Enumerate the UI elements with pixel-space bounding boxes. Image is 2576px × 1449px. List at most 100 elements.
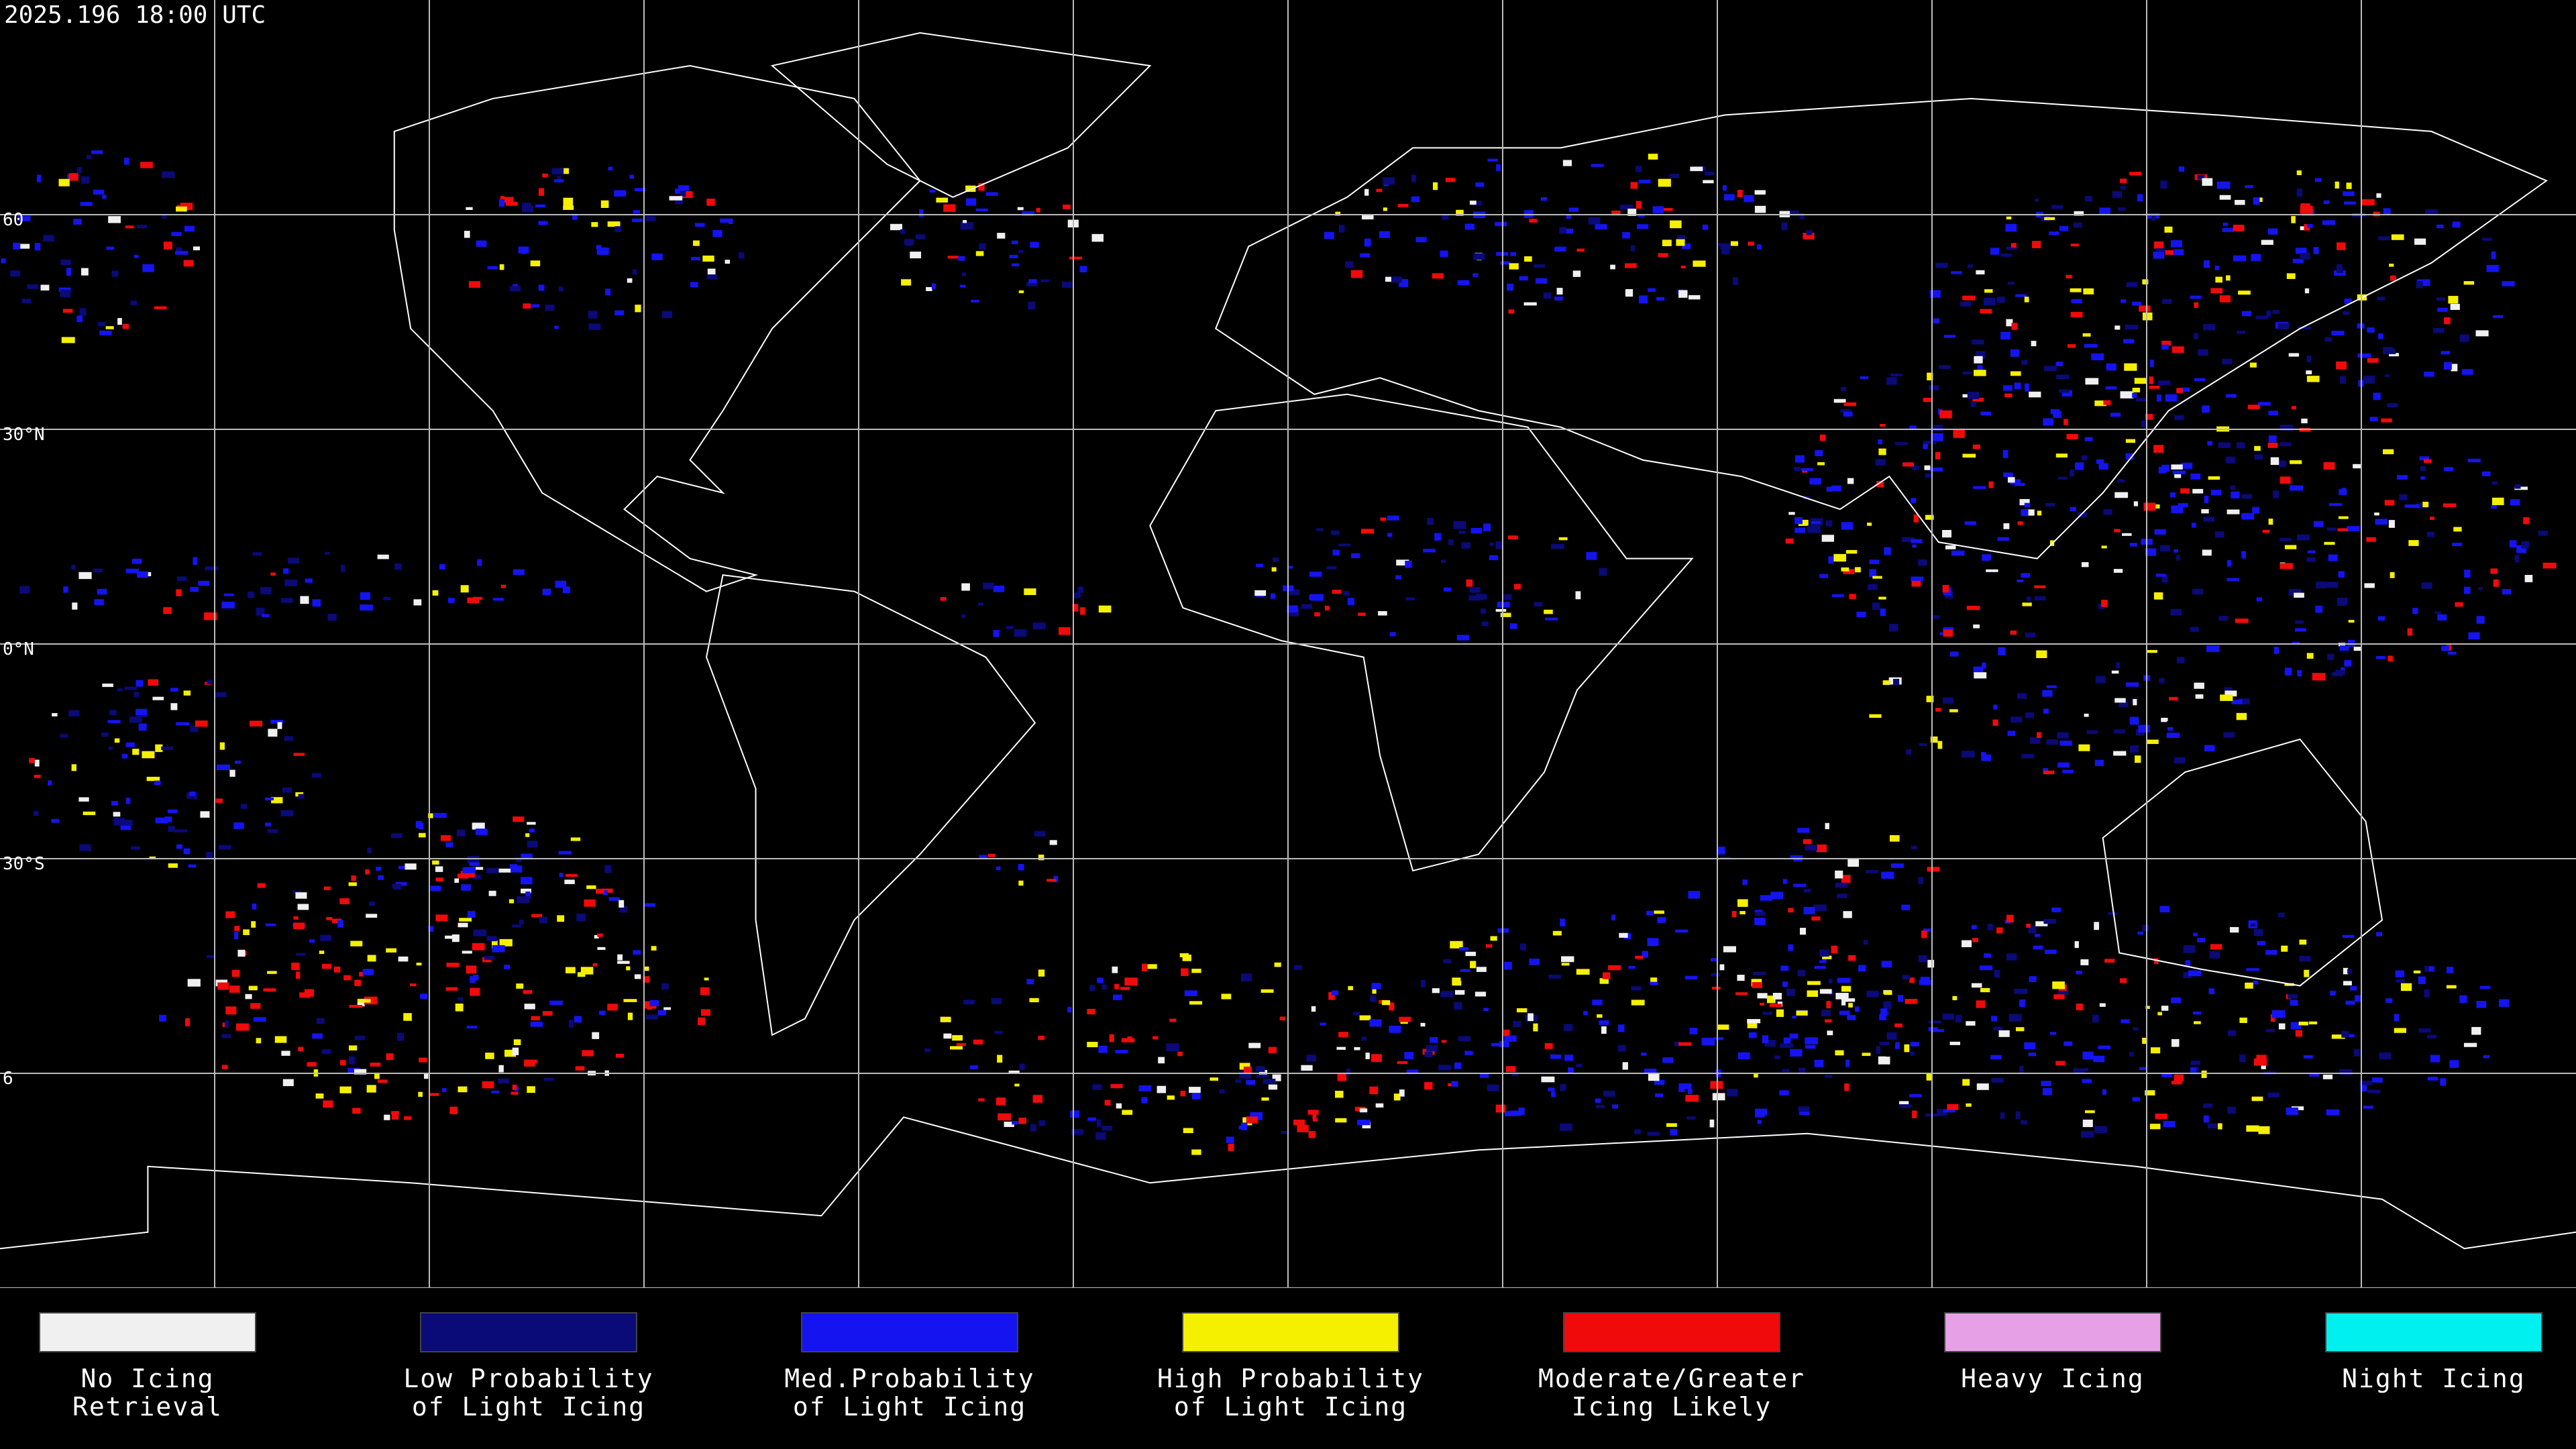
icing-pixel (1500, 612, 1511, 617)
icing-pixel (2347, 526, 2360, 531)
icing-pixel (669, 196, 683, 201)
icing-pixel (1338, 543, 1350, 547)
icing-pixel (2114, 529, 2121, 533)
icing-pixel (429, 1093, 439, 1096)
icing-pixel (2459, 995, 2467, 1004)
icing-pixel (2353, 647, 2361, 651)
icing-pixel (2070, 288, 2082, 292)
icing-pixel (1464, 223, 1474, 230)
icing-pixel (2209, 951, 2220, 959)
icing-pixel (2006, 914, 2014, 922)
icing-pixel (2468, 632, 2480, 640)
icing-pixel (2194, 1021, 2201, 1024)
icing-pixel (2158, 466, 2167, 474)
icing-pixel (2453, 527, 2462, 532)
icing-pixel (2126, 282, 2138, 287)
icing-pixel (1974, 370, 1986, 376)
icing-pixel (270, 572, 276, 576)
icing-pixel (591, 222, 598, 227)
icing-pixel (2176, 657, 2185, 663)
icing-pixel (2095, 676, 2106, 684)
icing-pixel (978, 182, 985, 191)
icing-pixel (1755, 912, 1766, 916)
icing-pixel (2288, 588, 2302, 596)
icing-pixel (525, 833, 530, 837)
icing-pixel (1361, 215, 1374, 220)
icing-pixel (72, 602, 78, 610)
icing-pixel (963, 1000, 975, 1005)
icing-pixel (1935, 451, 1941, 460)
icing-pixel (1524, 256, 1532, 262)
icing-pixel (1711, 986, 1721, 990)
icing-pixel (2204, 745, 2215, 752)
icing-pixel (1835, 870, 1843, 879)
icing-pixel (2032, 241, 2041, 249)
icing-pixel (498, 199, 505, 207)
icing-pixel (607, 221, 621, 227)
icing-pixel (2045, 949, 2057, 954)
icing-pixel (1404, 1052, 1414, 1059)
legend-label: High Probability (1157, 1364, 1424, 1393)
icing-pixel (2521, 541, 2530, 549)
icing-pixel (1497, 602, 1510, 608)
icing-pixel (1472, 273, 1479, 277)
icing-pixel (527, 822, 536, 825)
icing-pixel (1454, 1002, 1462, 1010)
icing-pixel (975, 251, 984, 256)
icing-pixel (29, 757, 35, 763)
icing-pixel (1710, 1081, 1723, 1089)
icing-pixel (1442, 215, 1449, 220)
icing-pixel (146, 776, 160, 782)
icing-pixel (384, 1114, 390, 1120)
icing-pixel (2010, 371, 2021, 376)
icing-pixel (1019, 1063, 1025, 1070)
icing-pixel (2007, 282, 2015, 285)
icing-pixel (1470, 961, 1477, 969)
icing-pixel (2241, 494, 2253, 499)
icing-pixel (1872, 576, 1882, 579)
icing-pixel (1072, 604, 1079, 612)
icing-pixel (188, 864, 197, 868)
icing-pixel (1489, 542, 1494, 546)
icing-pixel (1411, 196, 1420, 203)
icing-pixel (2374, 513, 2379, 516)
icing-pixel (1376, 189, 1383, 193)
icing-pixel (2007, 477, 2015, 483)
icing-pixel (901, 279, 912, 286)
icing-pixel (1127, 1036, 1132, 1040)
icing-pixel (2086, 730, 2098, 734)
icing-pixel (692, 240, 700, 246)
icing-pixel (183, 260, 194, 267)
icing-pixel (2300, 205, 2313, 214)
icing-pixel (1713, 1037, 1724, 1040)
icing-pixel (122, 323, 129, 329)
icing-pixel (2315, 605, 2323, 613)
icing-pixel (1719, 964, 1725, 971)
icing-pixel (374, 1072, 380, 1079)
icing-pixel (2153, 252, 2165, 259)
icing-pixel (1476, 967, 1487, 972)
graticule (0, 0, 2576, 1289)
icing-pixel (1833, 398, 1846, 403)
icing-pixel (2220, 694, 2233, 701)
icing-pixel (2185, 960, 2191, 967)
icing-pixel (1288, 608, 1299, 616)
icing-pixel (105, 326, 114, 329)
icing-pixel (603, 888, 613, 893)
icing-pixel (2084, 1068, 2088, 1071)
icing-pixel (1040, 279, 1050, 282)
icing-pixel (2145, 1006, 2150, 1009)
icing-pixel (2246, 968, 2259, 971)
icing-pixel (58, 178, 70, 186)
icing-pixel (455, 1003, 464, 1012)
icing-pixel (2114, 698, 2126, 703)
icing-pixel (924, 1048, 931, 1053)
icing-pixel (155, 744, 163, 753)
legend-swatch (1944, 1312, 2161, 1352)
icing-pixel (1378, 610, 1387, 616)
icing-pixel (1641, 1053, 1647, 1056)
icing-pixel (1480, 608, 1487, 614)
icing-pixel (1239, 1063, 1250, 1070)
icing-pixel (1754, 190, 1766, 195)
